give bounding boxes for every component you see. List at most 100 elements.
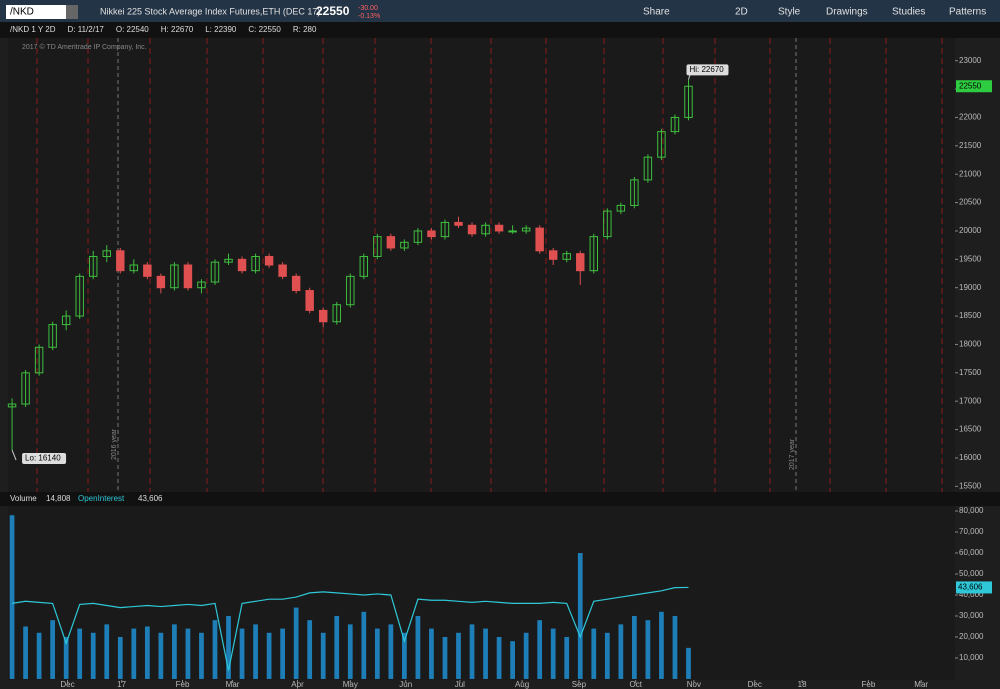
y-tick-label: 20,000: [959, 632, 984, 641]
candle-body: [454, 221, 463, 226]
volume-bar: [456, 632, 461, 679]
candle-body: [548, 250, 558, 260]
candle-body: [589, 236, 599, 272]
y-tick-label: 10,000: [959, 653, 984, 662]
volume-bar: [632, 615, 637, 679]
volume-bar: [604, 632, 610, 679]
info-item: L: 22390: [205, 25, 237, 34]
candle-body: [156, 275, 166, 289]
toolbar-button[interactable]: Patterns: [949, 7, 986, 18]
volume-bar: [212, 620, 218, 679]
volume-bar: [686, 647, 691, 679]
candle-body: [603, 210, 612, 238]
candle-body: [373, 236, 382, 257]
candle-body: [170, 264, 179, 289]
candle-body: [670, 116, 680, 133]
x-tick-label: Apr: [291, 680, 304, 689]
x-tick-label: Dec: [60, 680, 74, 689]
last-badge-text: 22550: [959, 81, 982, 90]
y-tick-label: 16000: [959, 453, 982, 462]
candle-body: [359, 255, 369, 277]
toolbar-button[interactable]: 2D: [735, 7, 748, 18]
y-tick-label: 21500: [959, 141, 982, 150]
volume-bar: [293, 607, 299, 679]
y-tick-label: 18500: [959, 311, 982, 320]
volume-bar: [577, 553, 583, 679]
volume-bar: [496, 636, 502, 679]
y-tick-label: 18000: [959, 340, 982, 349]
volume-bar: [510, 641, 515, 679]
info-item: O: 22540: [116, 25, 149, 34]
volume-bar: [483, 628, 488, 679]
lo-pointer: [11, 449, 17, 461]
year-label: 2017 year: [789, 438, 796, 470]
volume-bar: [388, 624, 394, 679]
x-tick-label: Sep: [572, 680, 587, 689]
candle-body: [7, 403, 17, 408]
candle-body: [143, 264, 152, 277]
candle-body: [34, 346, 44, 374]
volume-bar: [618, 624, 624, 679]
symbol-dropdown[interactable]: [66, 5, 78, 19]
x-tick-label: Aug: [515, 680, 529, 689]
toolbar-button[interactable]: Drawings: [826, 7, 868, 18]
candle-body: [224, 258, 233, 263]
x-tick-label: Jun: [399, 680, 412, 689]
y-tick-label: 16500: [959, 425, 982, 434]
volume-bar: [36, 632, 42, 679]
volume-bar: [374, 628, 380, 679]
y-tick-label: 21000: [959, 169, 982, 178]
volume-bar: [239, 628, 245, 679]
candle-body: [21, 372, 30, 405]
candle-body: [75, 275, 84, 317]
oi-last: 43,606: [138, 494, 163, 503]
candle-body: [264, 255, 274, 266]
year-label: 2016 year: [111, 428, 118, 460]
volume-bar: [307, 620, 313, 679]
y-tick-label: 19000: [959, 283, 982, 292]
volume-pane: [8, 506, 955, 680]
x-tick-label: Jul: [455, 680, 465, 689]
x-tick-label: Nov: [687, 680, 701, 689]
y-tick-label: 80,000: [959, 506, 984, 515]
volume-bar: [564, 636, 570, 679]
x-tick-label: 17: [117, 680, 126, 689]
info-item: C: 22550: [248, 25, 281, 34]
volume-bar: [469, 624, 475, 679]
candle-body: [89, 255, 98, 277]
volume-bar: [158, 632, 164, 679]
volume-bar: [199, 632, 204, 679]
candle-body: [237, 258, 247, 272]
y-tick-label: 23000: [959, 56, 982, 65]
y-tick-label: 60,000: [959, 548, 984, 557]
candle-body: [251, 255, 260, 272]
y-tick-label: 19500: [959, 254, 982, 263]
candle-body: [61, 315, 71, 326]
candle-body: [197, 281, 206, 289]
volume-bar: [23, 626, 28, 679]
lower-label: Volume: [10, 494, 37, 503]
candle-body: [318, 309, 328, 323]
volume-bar: [537, 620, 543, 679]
candle-body: [129, 264, 139, 272]
volume-bar: [50, 620, 56, 679]
candle-body: [183, 264, 193, 289]
volume-last: 14,808: [46, 494, 71, 503]
open-interest-line: [11, 586, 689, 671]
change-pct: -0.13%: [358, 13, 380, 20]
volume-bar: [185, 628, 191, 679]
volume-bar: [347, 624, 353, 679]
x-tick-label: Mar: [226, 680, 240, 689]
description: Nikkei 225 Stock Average Index Futures,E…: [100, 6, 320, 16]
candle-body: [684, 85, 693, 118]
toolbar-button[interactable]: Studies: [892, 7, 925, 18]
candle-body: [346, 275, 355, 306]
candle-body: [305, 290, 314, 311]
toolbar-button[interactable]: Share: [643, 7, 670, 18]
toolbar-button[interactable]: Style: [778, 7, 801, 18]
copyright: 2017 © TD Ameritrade IP Company, Inc.: [22, 43, 147, 51]
volume-bar: [253, 624, 258, 679]
volume-bar: [266, 632, 272, 679]
symbol-input[interactable]: [6, 5, 78, 19]
candle-body: [494, 224, 504, 232]
